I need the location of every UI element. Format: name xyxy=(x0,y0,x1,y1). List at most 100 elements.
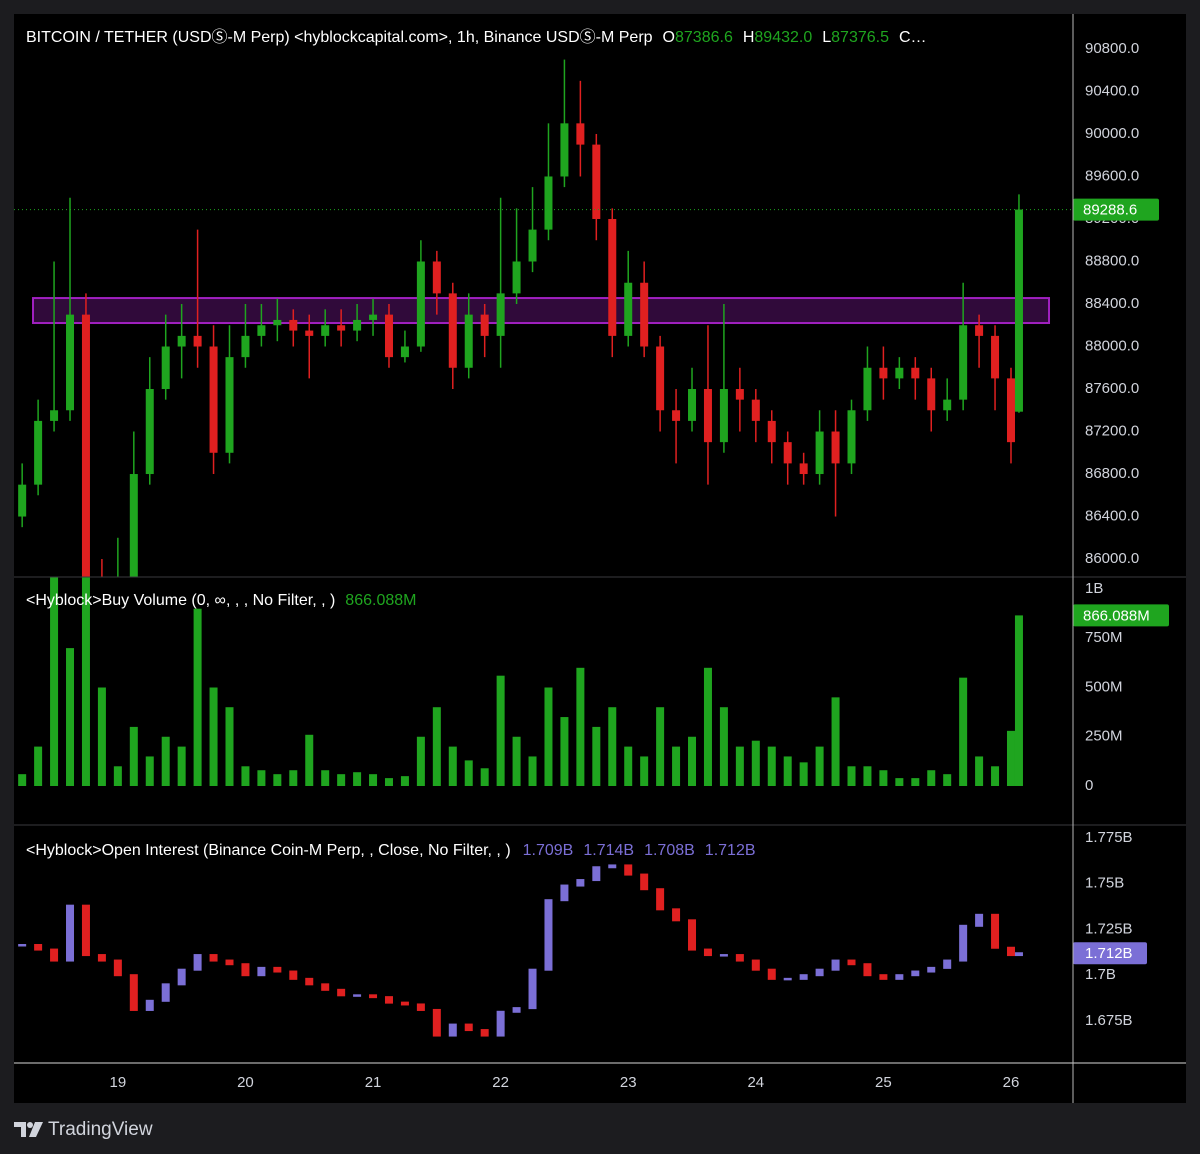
volume-bar xyxy=(608,707,617,786)
oi-bar xyxy=(400,1001,409,1006)
volume-bar xyxy=(815,746,824,786)
oi-bar xyxy=(257,966,266,977)
candle-body xyxy=(656,346,665,411)
y-tick-label: 88400.0 xyxy=(1085,295,1139,312)
candle-body xyxy=(943,399,952,411)
volume-bar xyxy=(321,770,330,786)
price-panel xyxy=(18,59,1051,577)
candle-body xyxy=(400,346,409,358)
oi-bar xyxy=(50,948,59,962)
volume-bar xyxy=(34,746,43,786)
oi-bar xyxy=(384,996,393,1004)
legend-value: 1.714B xyxy=(583,842,634,859)
candle-body xyxy=(672,410,681,421)
oi-bar xyxy=(321,983,330,991)
title-text: <Hyblock>Open Interest (Binance Coin-M P… xyxy=(26,842,511,859)
candle-body xyxy=(193,335,202,347)
volume-bar xyxy=(991,766,1000,786)
candle-body xyxy=(209,346,218,453)
oi-bar xyxy=(703,948,712,957)
y-tick-label: 750M xyxy=(1085,629,1123,646)
candle-body xyxy=(640,282,649,347)
candle-body xyxy=(688,389,697,421)
oi-bar xyxy=(975,913,984,927)
candle-body xyxy=(560,123,569,177)
y-tick-label: 500M xyxy=(1085,678,1123,695)
candle-body xyxy=(225,357,234,453)
candle-body xyxy=(528,229,537,262)
oi-bar xyxy=(608,864,617,869)
y-tick-label: 1B xyxy=(1085,580,1103,597)
y-tick-label: 88000.0 xyxy=(1085,337,1139,354)
legend-key: H xyxy=(743,29,755,46)
volume-bar xyxy=(895,778,904,786)
oi-bar xyxy=(369,994,378,999)
volume-badge-label: 866.088M xyxy=(1083,607,1150,624)
oi-bar xyxy=(879,974,888,980)
volume-bar xyxy=(241,766,250,786)
oi-bar xyxy=(209,954,218,962)
oi-panel xyxy=(18,864,1023,1037)
candle-body xyxy=(624,282,633,336)
volume-bar xyxy=(193,608,202,786)
candle-body xyxy=(337,325,346,331)
oi-bar xyxy=(528,968,537,1010)
oi-bar xyxy=(735,954,744,962)
last-price-badge xyxy=(1073,198,1159,221)
oi-bar xyxy=(799,974,808,980)
volume-bar xyxy=(337,774,346,786)
oi-bar xyxy=(129,974,138,1011)
volume-bar xyxy=(66,648,75,786)
volume-bar xyxy=(751,740,760,786)
candle-body xyxy=(1006,378,1015,443)
legend-value: 1.712B xyxy=(705,842,756,859)
oi-bar xyxy=(225,959,234,966)
candle-body xyxy=(576,123,585,145)
oi-bar xyxy=(624,864,633,876)
oi-bar xyxy=(991,913,1000,949)
x-tick-label: 20 xyxy=(237,1074,254,1091)
volume-bar xyxy=(512,736,521,786)
volume-bar xyxy=(927,770,936,786)
candle-body xyxy=(145,389,154,475)
volume-bar xyxy=(528,756,537,786)
legend-key: L xyxy=(822,29,831,46)
y-tick-label: 86800.0 xyxy=(1085,465,1139,482)
candle-body xyxy=(608,218,617,336)
volume-bar xyxy=(305,734,314,786)
oi-bar xyxy=(97,954,106,962)
oi-bar xyxy=(480,1029,489,1037)
volume-bar xyxy=(129,726,138,786)
oi-bar xyxy=(767,968,776,980)
y-tick-label: 1.7B xyxy=(1085,966,1116,983)
oi-bar xyxy=(672,908,681,922)
candle-body xyxy=(927,378,936,411)
oi-bar xyxy=(943,959,952,969)
volume-bar xyxy=(384,778,393,786)
candle-body xyxy=(34,420,43,485)
volume-bar xyxy=(1014,615,1023,786)
volume-bar xyxy=(879,770,888,786)
volume-bar xyxy=(831,697,840,786)
oi-bar xyxy=(113,959,122,977)
oi-badge-label: 1.712B xyxy=(1085,945,1133,962)
x-tick-label: 23 xyxy=(620,1074,637,1091)
oi-bar xyxy=(815,968,824,977)
panel-title: <Hyblock>Buy Volume (0, ∞, , , No Filter… xyxy=(26,592,416,609)
candle-body xyxy=(129,474,138,577)
volume-bar xyxy=(289,770,298,786)
legend-value: 87386.6 xyxy=(675,29,733,46)
volume-bar xyxy=(448,746,457,786)
volume-bar xyxy=(576,667,585,786)
candle-body xyxy=(863,367,872,411)
oi-bar xyxy=(847,959,856,966)
candle-body xyxy=(353,319,362,331)
oi-bar xyxy=(353,994,362,997)
candle-body xyxy=(496,293,505,336)
oi-bar xyxy=(959,924,968,962)
volume-bar xyxy=(592,726,601,786)
volume-bar xyxy=(145,756,154,786)
y-tick-label: 1.75B xyxy=(1085,875,1124,892)
volume-bar xyxy=(1006,730,1015,786)
volume-bar xyxy=(719,707,728,786)
